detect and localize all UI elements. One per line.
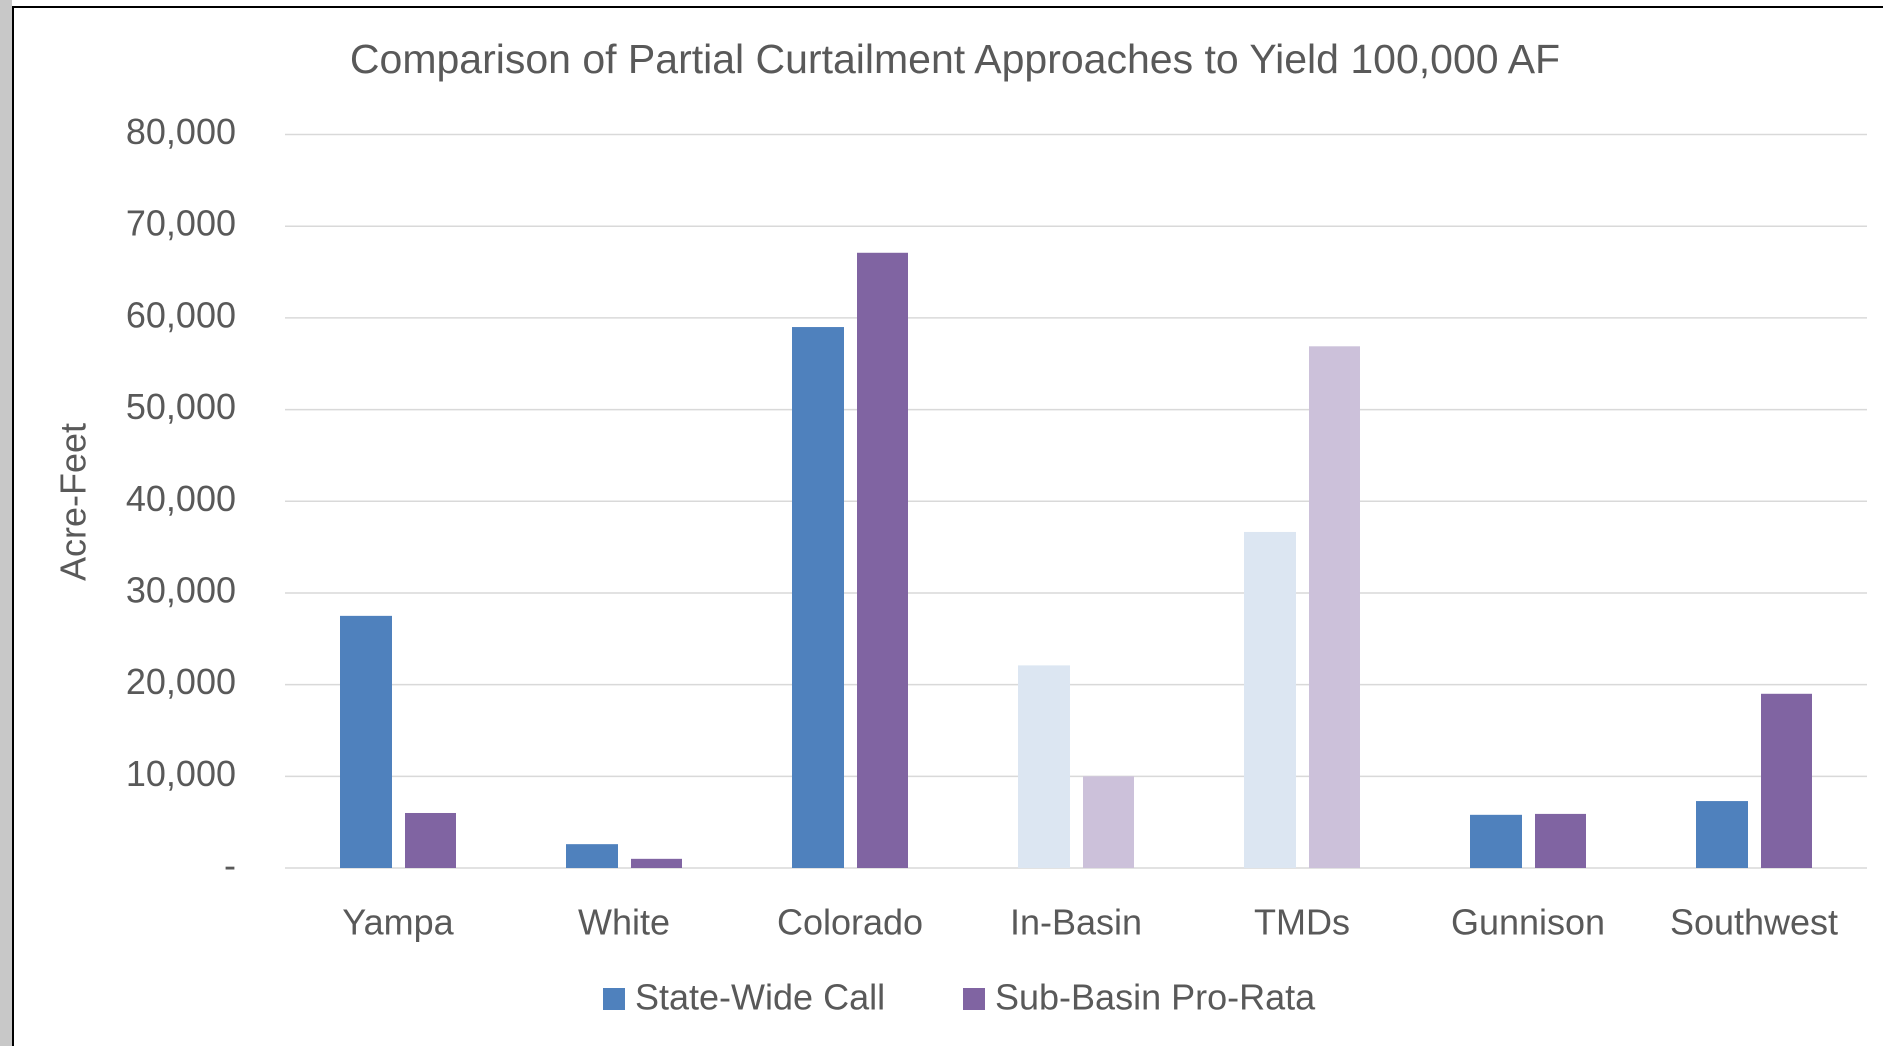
bar [1535, 813, 1586, 868]
x-tick-label: In-Basin [1010, 902, 1142, 943]
y-tick-label: 30,000 [126, 569, 236, 610]
y-tick-label: - [224, 845, 236, 886]
legend-swatch [963, 988, 985, 1010]
legend-swatch [603, 988, 625, 1010]
legend-label: State-Wide Call [635, 977, 885, 1018]
frame [12, 6, 1883, 1046]
chart-title: Comparison of Partial Curtailment Approa… [350, 36, 1560, 82]
bar [631, 858, 682, 868]
bar [1018, 665, 1070, 868]
x-tick-label: White [578, 902, 670, 943]
bar [405, 812, 456, 868]
bar [857, 252, 908, 869]
legend-label: Sub-Basin Pro-Rata [995, 977, 1316, 1018]
side-strip [0, 0, 12, 1046]
bar [1696, 801, 1748, 868]
y-tick-label: 20,000 [126, 661, 236, 702]
y-tick-label: 50,000 [126, 386, 236, 427]
bar [792, 327, 844, 868]
x-tick-label: Yampa [342, 902, 454, 943]
bar [340, 615, 392, 868]
bar [1244, 531, 1296, 868]
bar [1309, 346, 1360, 869]
x-tick-label: TMDs [1254, 902, 1350, 943]
y-tick-label: 40,000 [126, 478, 236, 519]
y-tick-label: 60,000 [126, 294, 236, 335]
y-tick-label: 10,000 [126, 753, 236, 794]
x-tick-label: Gunnison [1451, 902, 1605, 943]
x-tick-label: Colorado [777, 902, 923, 943]
y-tick-label: 70,000 [126, 203, 236, 244]
x-tick-label: Southwest [1670, 902, 1838, 943]
y-axis-label: Acre-Feet [53, 423, 94, 581]
bar [1761, 693, 1812, 868]
bar [566, 844, 618, 868]
y-tick-label: 80,000 [126, 111, 236, 152]
bar [1470, 814, 1522, 868]
bar [1083, 776, 1134, 868]
